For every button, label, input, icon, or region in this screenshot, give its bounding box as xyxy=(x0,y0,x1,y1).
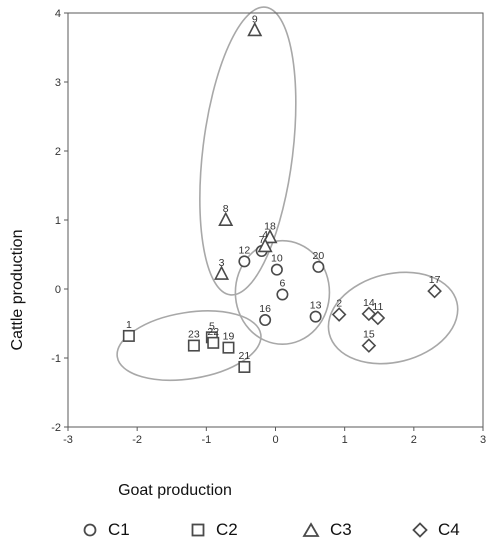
point-c1-12 xyxy=(238,255,251,268)
point-label: 20 xyxy=(313,250,325,262)
circle-icon xyxy=(82,522,98,538)
x-tick-label: 2 xyxy=(411,434,417,446)
point-c1-6 xyxy=(276,288,289,301)
point-label: 17 xyxy=(429,274,441,286)
legend-label: C4 xyxy=(438,520,460,539)
legend: C1 C2 C3 C4 xyxy=(0,520,488,548)
point-label: 1 xyxy=(126,319,132,331)
y-tick-label: 3 xyxy=(55,77,61,89)
legend-label: C2 xyxy=(216,520,238,539)
y-tick-label: 4 xyxy=(55,8,61,20)
point-label: 9 xyxy=(252,13,258,25)
point-label: 22 xyxy=(207,326,219,338)
point-c4-15 xyxy=(361,338,377,353)
legend-item-c3: C3 xyxy=(302,520,352,540)
point-c3-3 xyxy=(214,265,230,280)
triangle-icon xyxy=(302,522,320,538)
point-label: 8 xyxy=(223,203,229,215)
point-label: 11 xyxy=(372,301,383,313)
point-c2-22 xyxy=(207,336,220,349)
legend-item-c1: C1 xyxy=(82,520,130,540)
point-label: 3 xyxy=(219,257,225,269)
point-label: 6 xyxy=(279,278,285,290)
x-tick-label: 3 xyxy=(480,434,486,446)
point-label: 5 xyxy=(209,320,215,332)
y-tick-label: 1 xyxy=(55,215,61,227)
legend-label: C1 xyxy=(108,520,130,539)
point-label: 2 xyxy=(336,298,342,310)
point-label: 23 xyxy=(188,329,200,341)
point-label: 12 xyxy=(239,244,251,256)
point-c2-1 xyxy=(122,329,135,342)
x-tick-label: -3 xyxy=(63,434,73,446)
y-tick-label: 0 xyxy=(55,284,61,296)
point-c4-2 xyxy=(331,307,347,322)
legend-label: C3 xyxy=(330,520,352,539)
y-tick-label: -1 xyxy=(51,353,61,365)
x-tick-label: 0 xyxy=(272,434,278,446)
x-tick-label: -1 xyxy=(201,434,211,446)
point-label: 13 xyxy=(310,300,322,312)
point-c2-23 xyxy=(187,339,200,352)
y-tick-label: 2 xyxy=(55,146,61,158)
point-c3-18 xyxy=(262,228,278,244)
x-tick-label: 1 xyxy=(342,434,348,446)
cluster-ellipse-c4 xyxy=(327,271,459,365)
point-c4-17 xyxy=(427,283,442,299)
point-label: 4 xyxy=(262,229,268,241)
point-c3-8 xyxy=(218,211,234,226)
diamond-icon xyxy=(412,522,428,538)
point-c3-4 xyxy=(257,237,273,253)
point-c1-20 xyxy=(312,260,325,273)
cluster-ellipse-c3 xyxy=(199,6,297,296)
point-c3-9 xyxy=(247,21,263,37)
legend-item-c2: C2 xyxy=(190,520,238,540)
point-c1-13 xyxy=(309,310,322,323)
point-c4-11 xyxy=(370,310,386,326)
point-label: 18 xyxy=(264,220,276,232)
x-axis-title: Goat production xyxy=(118,482,232,499)
point-label: 21 xyxy=(239,350,251,362)
point-c2-19 xyxy=(222,341,235,354)
point-label: 19 xyxy=(223,331,235,343)
y-tick-label: -2 xyxy=(51,422,61,434)
y-axis-title: Cattle production xyxy=(9,230,26,351)
point-c2-21 xyxy=(238,360,251,373)
point-label: 14 xyxy=(363,297,375,309)
point-label: 16 xyxy=(259,303,271,315)
cluster-ellipse-c2 xyxy=(116,310,262,382)
legend-item-c4: C4 xyxy=(412,520,460,540)
point-label: 7 xyxy=(259,234,265,246)
square-icon xyxy=(190,522,206,538)
point-label: 15 xyxy=(363,329,375,341)
point-label: 10 xyxy=(271,253,283,265)
x-tick-label: -2 xyxy=(132,434,142,446)
point-c1-10 xyxy=(270,263,283,276)
cluster-ellipses xyxy=(116,6,459,382)
cluster-ellipse-c1 xyxy=(234,239,331,346)
point-c1-16 xyxy=(259,314,272,327)
